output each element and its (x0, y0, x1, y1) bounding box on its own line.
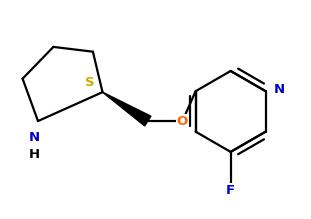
Polygon shape (103, 92, 151, 126)
Text: S: S (85, 76, 95, 89)
Text: F: F (226, 184, 235, 197)
Text: H: H (29, 148, 40, 161)
Text: N: N (274, 83, 285, 96)
Text: N: N (29, 131, 40, 144)
Text: O: O (177, 115, 188, 127)
